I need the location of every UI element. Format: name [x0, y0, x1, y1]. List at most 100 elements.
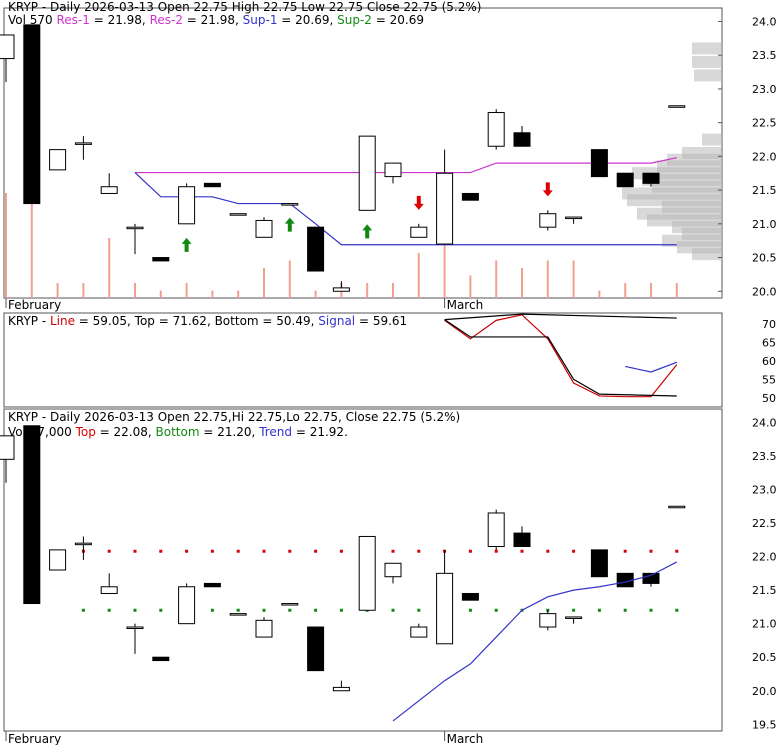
y-tick-label: 23.5: [752, 49, 777, 62]
price-panel-title: KRYP - Daily 2026-03-13 Open 22.75 High …: [8, 0, 481, 14]
candle-body: [565, 616, 583, 619]
candle-body: [358, 535, 376, 611]
y-tick-label: 22.5: [752, 117, 777, 130]
candle-body: [307, 626, 325, 672]
buy-arrow-icon: [284, 217, 295, 232]
bottom-dot: [417, 608, 421, 612]
candle-body: [178, 586, 196, 625]
y-tick-label: 19.5: [752, 718, 777, 731]
sup-1-line: [134, 172, 677, 246]
candle-body: [590, 149, 608, 178]
y-tick-label: 21.0: [752, 618, 777, 631]
header-segment: Bottom: [156, 425, 200, 439]
candle-body: [100, 186, 118, 194]
candle-body: [487, 512, 505, 548]
header-segment: Res-1: [53, 13, 90, 27]
candle-body: [152, 257, 170, 262]
res-1-line: [135, 157, 677, 174]
top-dot: [133, 549, 137, 553]
candle-body: [461, 592, 479, 601]
header-segment: = 21.98,: [183, 13, 239, 27]
candle-body: [74, 142, 92, 145]
y-tick-label: 23.5: [752, 450, 777, 463]
candle-body: [229, 613, 247, 616]
y-tick-label: 22.0: [752, 150, 777, 163]
x-tick-label: February: [8, 732, 61, 745]
header-segment: = 71.62,: [155, 314, 215, 328]
top-dot: [546, 549, 550, 553]
oscillator-panel-frame: [3, 312, 723, 408]
volume-profile-bar: [692, 248, 722, 261]
bottom-dot: [133, 608, 137, 612]
y-tick-label: 50: [762, 392, 776, 405]
y-tick-label: 21.5: [752, 184, 777, 197]
candle-body: [461, 192, 479, 201]
header-segment: Bottom: [215, 314, 259, 328]
bottom-dot: [81, 608, 85, 612]
volume-profile-bar: [692, 42, 722, 55]
x-tick-label: February: [8, 298, 61, 312]
bottom-dot: [288, 608, 292, 612]
candle-body: [539, 613, 557, 628]
top-dot: [572, 549, 576, 553]
y-tick-label: 22.0: [752, 551, 777, 564]
top-dot: [339, 549, 343, 553]
bottom-dot: [210, 608, 214, 612]
header-segment: = 20.69,: [277, 13, 333, 27]
bottom-dot: [468, 608, 472, 612]
bottom-dot: [623, 608, 627, 612]
header-segment: = 20.69: [372, 13, 424, 27]
top-dot: [288, 549, 292, 553]
bottom-dot: [494, 608, 498, 612]
candle-body: [513, 132, 531, 147]
top-dot: [314, 549, 318, 553]
candle-body: [255, 219, 273, 238]
header-segment: Top: [75, 425, 96, 439]
candle-body: [281, 603, 299, 606]
sell-arrow-icon: [542, 182, 553, 197]
osc-line-line: [444, 314, 678, 398]
bottom-dot: [159, 608, 163, 612]
candle-body: [384, 562, 402, 578]
top-dot: [236, 549, 240, 553]
trend-line: [392, 561, 678, 722]
candle-body: [152, 656, 170, 662]
header-segment: Top: [134, 314, 155, 328]
header-segment: KRYP -: [8, 314, 50, 328]
y-tick-label: 23.0: [752, 83, 777, 96]
candle-body: [642, 172, 660, 184]
header-segment: = 21.20,: [200, 425, 260, 439]
bottom-dot: [649, 608, 653, 612]
bottom-dot: [339, 608, 343, 612]
top-dot: [185, 549, 189, 553]
y-tick-label: 20.5: [752, 252, 777, 265]
top-dot: [107, 549, 111, 553]
top-dot: [649, 549, 653, 553]
y-tick-label: 70: [762, 318, 776, 331]
x-tick-label: March: [447, 298, 484, 312]
candle-body: [436, 172, 454, 245]
header-segment: = 59.05,: [75, 314, 135, 328]
header-segment: Vol 57,000: [8, 425, 76, 439]
bottom-dot: [314, 608, 318, 612]
candle-body: [100, 586, 118, 594]
osc-bottom-line: [444, 319, 677, 397]
header-segment: KRYP - Daily 2026-03-13 Open 22.75 High …: [8, 0, 481, 14]
osc-top-line: [444, 313, 677, 321]
bottom-dot: [107, 608, 111, 612]
candle-body: [668, 105, 686, 108]
header-segment: = 50.49,: [259, 314, 319, 328]
candle-body: [255, 619, 273, 638]
top-dot: [675, 549, 679, 553]
top-dot: [417, 549, 421, 553]
candle-body: [126, 226, 144, 230]
top-dot: [159, 549, 163, 553]
header-segment: Sup-1: [239, 13, 278, 27]
oscillator-panel: 70 65 60 55 50: [444, 313, 776, 405]
header-segment: Line: [50, 314, 75, 328]
bottom-dot: [391, 608, 395, 612]
sell-arrow-icon: [413, 195, 424, 210]
y-tick-label: 22.5: [752, 517, 777, 530]
volume-profile-bar: [702, 133, 722, 146]
candle-body: [590, 549, 608, 578]
